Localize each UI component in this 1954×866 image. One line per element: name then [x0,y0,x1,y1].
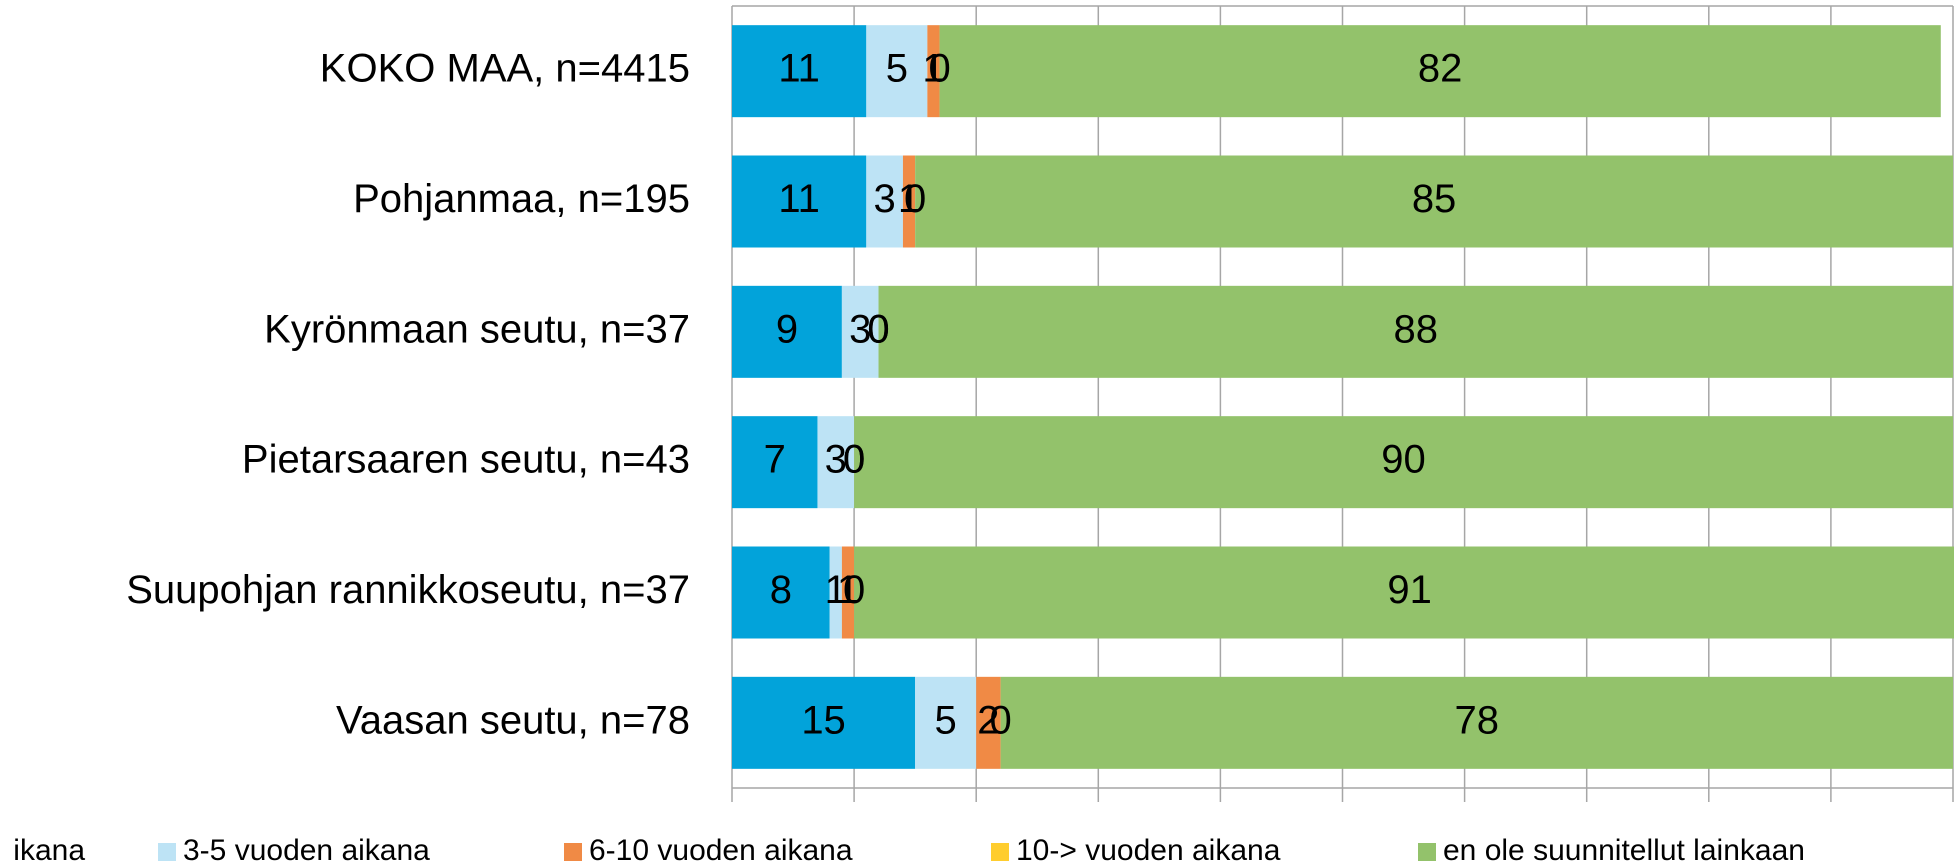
data-label: 0 [843,438,865,482]
bar-segment [841,285,879,378]
data-label: 0 [843,568,865,612]
bar-segment [915,155,1953,248]
bar-segment [732,676,916,769]
legend-swatch [564,843,582,861]
data-label: 88 [1394,307,1439,351]
bar-segment [915,676,977,769]
y-tick-label: Kyrönmaan seutu, n=37 [264,307,690,351]
bar-segment [1000,676,1953,769]
bar-segment [902,155,916,248]
data-label: 78 [1455,698,1500,742]
data-label: 7 [764,438,786,482]
data-label: 1 [922,47,944,91]
data-label: 3 [849,307,871,351]
bar-segment [841,546,855,639]
data-label: 1 [898,177,920,221]
data-label: 8 [770,568,792,612]
legend-label: en ole suunnitellut lainkaan [1443,834,1805,866]
legend-label: ikana [13,834,85,866]
data-label: 0 [867,307,889,351]
bar-segment [732,25,867,118]
data-label: 0 [928,47,950,91]
legend-swatch [1418,843,1436,861]
legend-label: 6-10 vuoden aikana [589,834,853,866]
y-tick-label: KOKO MAA, n=4415 [320,47,690,91]
data-label: 85 [1412,177,1457,221]
data-label: 0 [989,698,1011,742]
data-label: 1 [825,568,847,612]
data-label: 91 [1387,568,1432,612]
data-label: 2 [977,698,999,742]
data-label: 1 [837,568,859,612]
legend-swatch [991,843,1009,861]
bar-segment [866,25,928,118]
data-label: 11 [778,177,820,221]
bar-segment [854,546,1954,639]
data-label: 0 [904,177,926,221]
data-label: 15 [801,698,846,742]
data-label: 5 [886,47,908,91]
data-label: 0 [843,438,865,482]
y-tick-label: Pietarsaaren seutu, n=43 [242,438,690,482]
bar-segment [817,416,855,509]
data-label: 5 [935,698,957,742]
bar-segment [732,285,842,378]
data-label: 90 [1381,438,1426,482]
bar-segment [854,416,1953,509]
data-label: 11 [778,47,820,91]
bar-segment [732,155,867,248]
y-tick-label: Vaasan seutu, n=78 [336,698,690,742]
y-tick-label: Pohjanmaa, n=195 [353,177,690,221]
bar-segment [732,416,818,509]
bar-segment [866,155,903,248]
bar-segment [976,676,1001,769]
legend-label: 10-> vuoden aikana [1016,834,1281,866]
data-label: 3 [874,177,896,221]
y-tick-label: Suupohjan rannikkoseutu, n=37 [126,568,690,612]
bar-segment [927,25,940,118]
bar-segment [939,25,1941,118]
bar-segment [829,546,842,639]
legend-swatch [158,843,176,861]
data-label: 0 [867,307,889,351]
data-label: 82 [1418,47,1463,91]
bar-segment [878,285,1953,378]
data-label: 3 [825,438,847,482]
data-label: 9 [776,307,798,351]
bar-segment [732,546,830,639]
legend-label: 3-5 vuoden aikana [183,834,430,866]
